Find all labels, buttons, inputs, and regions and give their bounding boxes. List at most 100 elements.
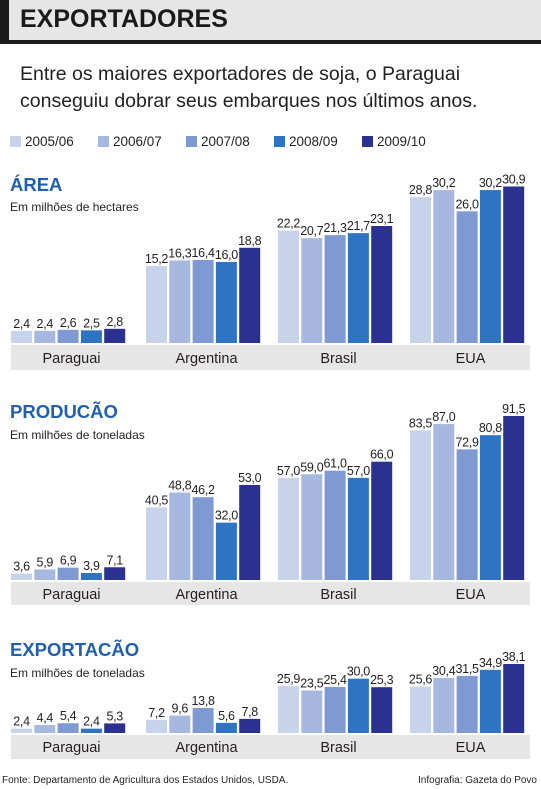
chart-title-producao: PRODUCÃO xyxy=(10,401,118,422)
credit-note: Infografia: Gazeta do Povo xyxy=(418,775,537,786)
category-label-exportacao-paraguai: Paraguai xyxy=(42,740,100,756)
bar-exportacao-brasil-3 xyxy=(347,678,369,733)
bar-area-argentina-4 xyxy=(239,247,261,343)
data-label-producao-brasil-3: 57,0 xyxy=(347,464,370,478)
bar-area-paraguai-0 xyxy=(11,330,32,343)
data-label-exportacao-argentina-4: 7,8 xyxy=(241,705,258,719)
bar-exportacao-argentina-4 xyxy=(239,718,261,733)
data-label-area-paraguai-2: 2,6 xyxy=(60,316,77,330)
bar-exportacao-paraguai-2 xyxy=(57,723,79,733)
bar-producao-eua-3 xyxy=(479,435,501,580)
data-label-producao-eua-3: 80,8 xyxy=(479,421,502,435)
data-label-producao-eua-4: 91,5 xyxy=(502,402,525,416)
category-label-area-brasil: Brasil xyxy=(320,351,356,367)
data-label-area-argentina-2: 16,4 xyxy=(192,246,215,260)
data-label-exportacao-paraguai-0: 2,4 xyxy=(13,715,30,729)
data-label-area-paraguai-3: 2,5 xyxy=(83,316,100,330)
data-label-exportacao-eua-2: 31,5 xyxy=(456,662,479,676)
data-label-area-eua-4: 30,9 xyxy=(502,173,525,187)
bar-area-paraguai-1 xyxy=(34,330,56,343)
data-label-producao-eua-2: 72,9 xyxy=(456,435,479,449)
data-label-producao-paraguai-3: 3,9 xyxy=(83,559,100,573)
category-band-producao xyxy=(11,582,530,605)
header-accent xyxy=(0,0,9,44)
bar-exportacao-brasil-4 xyxy=(371,687,393,733)
data-label-exportacao-argentina-2: 13,8 xyxy=(192,694,215,708)
bar-exportacao-argentina-0 xyxy=(146,719,167,733)
bar-area-eua-4 xyxy=(503,186,525,343)
chart-ylabel-area: Em milhões de hectares xyxy=(10,200,139,214)
bar-exportacao-argentina-1 xyxy=(169,715,191,733)
bar-producao-paraguai-0 xyxy=(11,573,32,580)
data-label-exportacao-brasil-1: 23,5 xyxy=(300,676,323,690)
legend-label-2007-08: 2007/08 xyxy=(201,134,250,149)
data-label-area-paraguai-1: 2,4 xyxy=(37,317,54,331)
bar-producao-paraguai-3 xyxy=(80,573,102,580)
legend-label-2008-09: 2008/09 xyxy=(289,134,338,149)
category-label-producao-argentina: Argentina xyxy=(175,587,238,603)
data-label-exportacao-eua-3: 34,9 xyxy=(479,656,502,670)
header-underline xyxy=(9,40,541,44)
legend-swatch-2007-08 xyxy=(186,136,197,147)
legend-label-2006-07: 2006/07 xyxy=(113,134,162,149)
bar-producao-paraguai-4 xyxy=(104,567,126,580)
category-band-area xyxy=(11,345,530,370)
bar-producao-argentina-3 xyxy=(215,522,237,580)
header-band xyxy=(9,0,541,40)
bar-producao-eua-2 xyxy=(456,449,478,580)
data-label-exportacao-eua-0: 25,6 xyxy=(409,673,432,687)
data-label-producao-paraguai-2: 6,9 xyxy=(60,554,77,568)
data-label-area-argentina-1: 16,3 xyxy=(168,246,191,260)
data-label-producao-paraguai-0: 3,6 xyxy=(13,560,30,574)
bar-area-argentina-2 xyxy=(192,259,214,343)
category-label-area-paraguai: Paraguai xyxy=(42,351,100,367)
data-label-exportacao-brasil-3: 30,0 xyxy=(347,665,370,679)
data-label-producao-brasil-1: 59,0 xyxy=(300,460,323,474)
bar-producao-brasil-3 xyxy=(347,477,369,580)
source-note: Fonte: Departamento de Agricultura dos E… xyxy=(2,775,289,786)
bar-exportacao-argentina-2 xyxy=(192,708,214,733)
data-label-producao-eua-1: 87,0 xyxy=(432,410,455,424)
bar-producao-argentina-4 xyxy=(239,485,261,580)
data-label-area-eua-2: 26,0 xyxy=(456,197,479,211)
data-label-area-brasil-2: 21,3 xyxy=(324,221,347,235)
bar-area-paraguai-4 xyxy=(104,328,126,343)
bar-producao-brasil-4 xyxy=(371,461,393,580)
header-bar: EXPORTADORES xyxy=(0,0,541,44)
data-label-area-brasil-0: 22,2 xyxy=(277,217,300,231)
bar-area-eua-0 xyxy=(410,197,431,343)
data-label-exportacao-argentina-1: 9,6 xyxy=(172,702,189,716)
data-label-area-paraguai-0: 2,4 xyxy=(13,317,30,331)
bar-area-argentina-0 xyxy=(146,266,167,343)
data-label-area-brasil-4: 23,1 xyxy=(370,212,393,226)
bar-area-paraguai-3 xyxy=(80,330,102,343)
bar-producao-paraguai-2 xyxy=(57,567,79,580)
chart-ylabel-producao: Em milhões de toneladas xyxy=(10,428,145,442)
bar-producao-eua-0 xyxy=(410,430,431,580)
data-label-area-paraguai-4: 2,8 xyxy=(106,315,123,329)
bar-exportacao-eua-1 xyxy=(433,677,455,733)
bar-exportacao-argentina-3 xyxy=(215,722,237,733)
legend-swatch-2005-06 xyxy=(10,136,21,147)
bar-area-argentina-1 xyxy=(169,260,191,343)
data-label-area-brasil-3: 21,7 xyxy=(347,219,370,233)
bar-producao-argentina-0 xyxy=(146,507,167,580)
legend-label-2009-10: 2009/10 xyxy=(377,134,426,149)
data-label-exportacao-paraguai-3: 2,4 xyxy=(83,715,100,729)
bar-area-brasil-1 xyxy=(301,238,323,343)
bar-exportacao-paraguai-1 xyxy=(34,725,56,733)
data-label-exportacao-eua-1: 30,4 xyxy=(432,664,455,678)
category-label-producao-brasil: Brasil xyxy=(320,587,356,603)
bar-producao-brasil-1 xyxy=(301,474,323,580)
bar-producao-brasil-2 xyxy=(324,470,346,580)
data-label-area-brasil-1: 20,7 xyxy=(300,224,323,238)
chart-title-area: ÁREA xyxy=(10,174,62,195)
bar-producao-brasil-0 xyxy=(278,477,299,580)
data-label-exportacao-eua-4: 38,1 xyxy=(502,650,525,664)
bar-producao-argentina-2 xyxy=(192,497,214,580)
bar-exportacao-eua-2 xyxy=(456,675,478,733)
bar-exportacao-paraguai-4 xyxy=(104,723,126,733)
data-label-producao-argentina-1: 48,8 xyxy=(168,479,191,493)
bar-exportacao-eua-3 xyxy=(479,669,501,733)
